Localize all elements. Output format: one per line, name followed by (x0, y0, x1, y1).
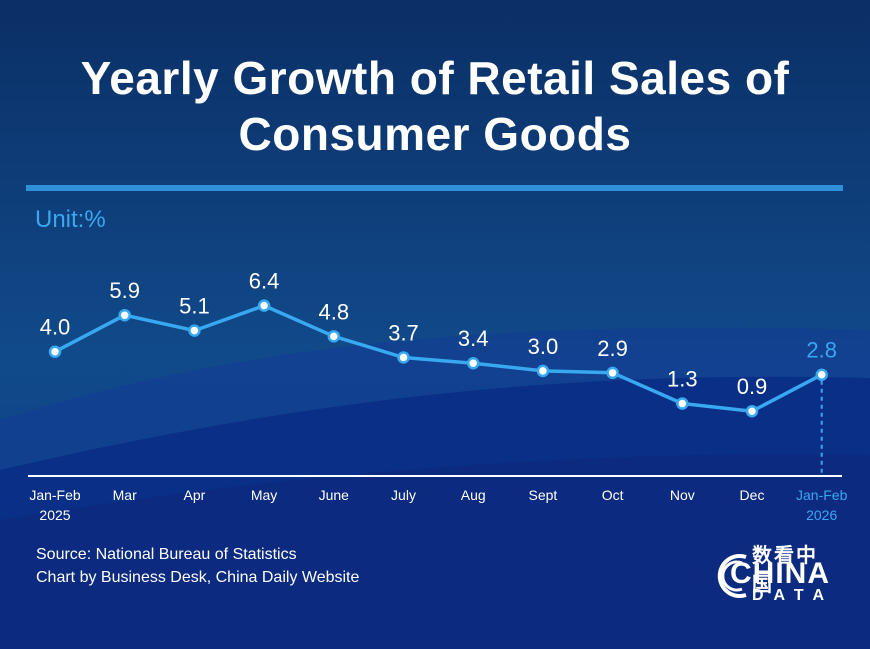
credit-note: Chart by Business Desk, China Daily Webs… (36, 569, 360, 586)
x-tick-label: Jan-Feb (796, 487, 848, 503)
data-point (536, 364, 550, 378)
x-tick-label: June (319, 487, 350, 503)
x-tick-label: 2026 (806, 507, 837, 523)
logo-cn-text: 数看中国 (752, 545, 818, 596)
source-note: Source: National Bureau of Statistics (36, 546, 297, 563)
logo-data-text: DATA (752, 587, 835, 604)
data-point (188, 324, 201, 337)
data-point (257, 299, 271, 312)
unit-label: Unit:% (35, 206, 106, 233)
data-label: 0.9 (737, 374, 768, 399)
x-tick-label: May (251, 487, 277, 503)
data-label: 2.9 (597, 336, 628, 361)
x-tick-label: Apr (184, 487, 206, 503)
data-label: 2.8 (806, 338, 837, 363)
data-point (745, 404, 759, 418)
data-point (466, 356, 480, 370)
x-tick-label: Sept (528, 487, 557, 503)
x-tick-label: July (391, 487, 416, 503)
data-point (606, 366, 619, 380)
series-line (54, 303, 823, 413)
data-label: 4.8 (319, 299, 350, 324)
x-tick-label: Mar (113, 487, 137, 503)
data-label: 6.4 (249, 269, 280, 294)
china-data-logo: 数看中国 CHINA DATA (712, 537, 837, 607)
chart-title-line-1: Yearly Growth of Retail Sales of (80, 52, 790, 104)
data-label: 1.3 (667, 367, 698, 392)
data-point (397, 351, 410, 364)
data-label: 5.1 (179, 294, 210, 319)
data-label: 3.7 (388, 320, 419, 345)
data-point (327, 330, 341, 343)
chart-title: Yearly Growth of Retail Sales of Consume… (0, 50, 870, 162)
logo-swirl-icon (717, 554, 747, 598)
x-tick-label: Nov (670, 487, 695, 503)
logo-en-text: CHINA (730, 557, 830, 590)
x-tick-label: 2025 (39, 507, 70, 523)
x-tick-label: Jan-Feb (29, 487, 81, 503)
x-tick-label: Oct (602, 487, 624, 503)
data-label: 4.0 (40, 315, 71, 340)
x-tick-label: Aug (461, 487, 486, 503)
data-label: 3.0 (528, 334, 559, 359)
data-label: 3.4 (458, 326, 489, 351)
title-divider (26, 185, 843, 191)
chart-title-line-2: Consumer Goods (238, 108, 632, 160)
data-point (48, 345, 62, 358)
data-point (676, 397, 689, 410)
data-point (815, 368, 828, 381)
data-label: 5.9 (109, 278, 140, 303)
x-tick-label: Dec (740, 487, 765, 503)
data-point (118, 308, 131, 322)
